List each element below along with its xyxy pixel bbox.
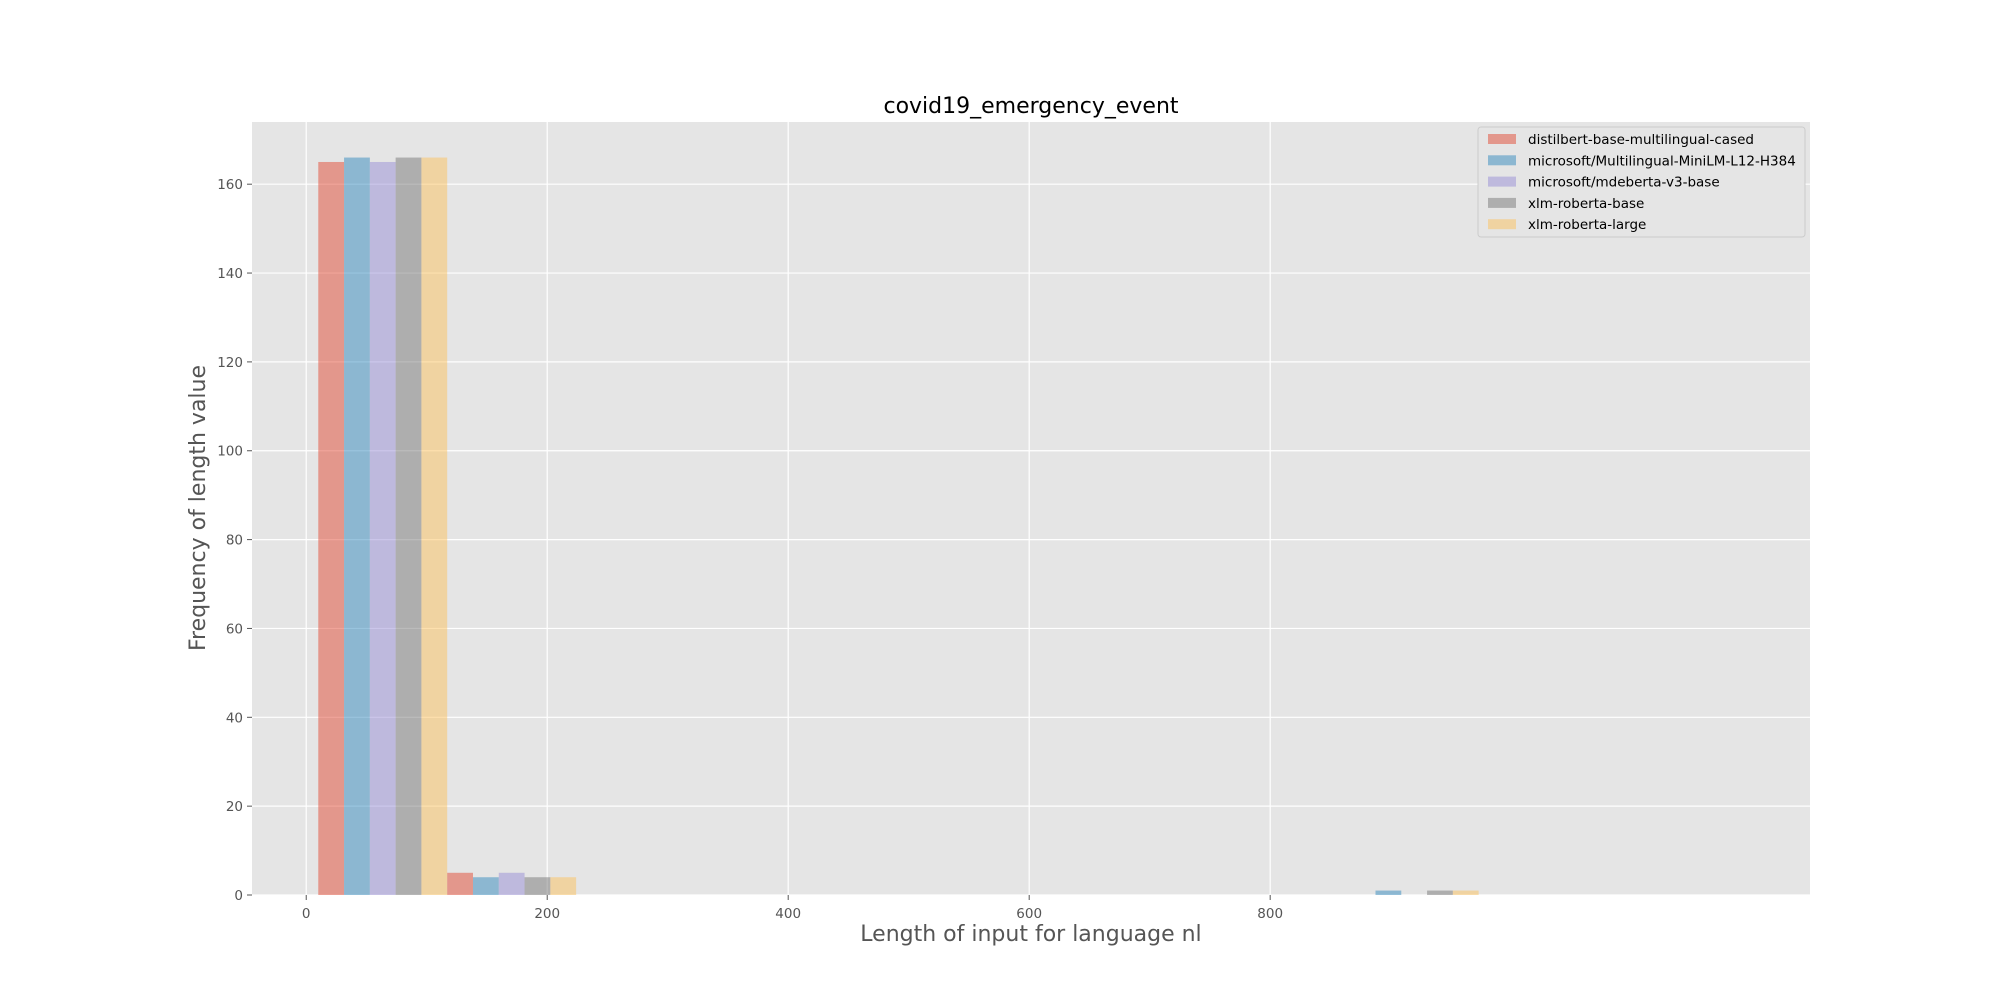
y-tick-label: 40 — [226, 710, 243, 726]
x-tick-label: 400 — [775, 906, 801, 922]
bar — [472, 877, 499, 895]
bar — [369, 161, 396, 895]
bar — [318, 161, 345, 895]
legend-items: distilbert-base-multilingual-cased micros… — [1488, 132, 1796, 233]
bar — [524, 877, 551, 895]
y-tick-label: 140 — [217, 266, 243, 282]
x-tick-label: 200 — [534, 906, 560, 922]
legend-swatch — [1488, 197, 1516, 208]
bar — [344, 157, 370, 896]
plot-background — [252, 122, 1810, 895]
x-axis-ticks: 0 200 400 600 800 — [302, 895, 1283, 922]
x-tick-label: 600 — [1016, 906, 1042, 922]
y-tick-label: 60 — [226, 621, 243, 637]
legend-swatch — [1488, 176, 1516, 187]
bar — [395, 157, 422, 896]
x-axis-label: Length of input for language nl — [860, 922, 1201, 947]
y-axis-ticks: 0 20 40 60 80 100 120 140 160 — [217, 177, 252, 904]
legend-label: distilbert-base-multilingual-cased — [1528, 132, 1754, 148]
y-tick-label: 100 — [217, 444, 243, 460]
legend-box — [1477, 126, 1806, 238]
y-axis-label: Frequency of length value — [186, 365, 211, 651]
x-tick-label: 0 — [302, 906, 311, 922]
legend-swatch — [1488, 219, 1516, 230]
bar — [1375, 890, 1402, 895]
y-tick-label: 120 — [217, 355, 243, 371]
legend: distilbert-base-multilingual-cased micros… — [1477, 126, 1806, 238]
bar — [498, 872, 525, 895]
bar — [550, 877, 577, 895]
y-tick-label: 160 — [217, 177, 243, 193]
bar — [1452, 890, 1479, 895]
y-tick-label: 20 — [226, 799, 243, 815]
x-tick-label: 800 — [1257, 906, 1283, 922]
legend-swatch — [1488, 155, 1516, 166]
legend-label: xlm-roberta-base — [1528, 196, 1644, 212]
y-tick-label: 0 — [234, 888, 243, 904]
legend-swatch — [1488, 134, 1516, 144]
legend-label: xlm-roberta-large — [1528, 217, 1646, 233]
bar — [1427, 890, 1453, 895]
bar — [447, 872, 473, 895]
legend-label: microsoft/Multilingual-MiniLM-L12-H384 — [1528, 153, 1796, 169]
chart-title: covid19_emergency_event — [883, 94, 1178, 119]
bars — [318, 157, 1479, 896]
y-tick-label: 80 — [226, 533, 243, 549]
bar — [421, 157, 448, 896]
legend-label: microsoft/mdeberta-v3-base — [1528, 175, 1720, 191]
